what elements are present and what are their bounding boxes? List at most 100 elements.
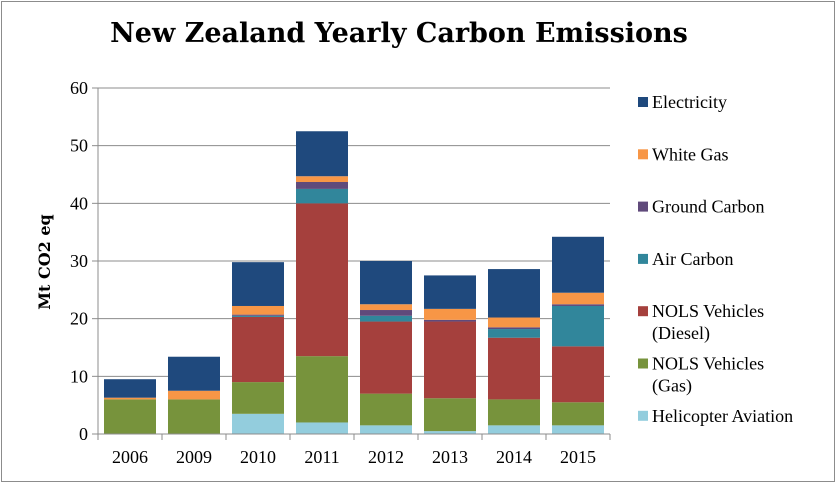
bar-segment [296,131,348,177]
bar-stack-2014 [488,269,540,434]
legend-item: Helicopter Aviation [638,406,793,426]
bar-segment [552,305,604,347]
bar-stack-2010 [232,262,284,434]
bar-segment [552,292,604,305]
bar-segment [424,319,476,322]
legend-label: (Gas) [652,376,692,397]
bar-segment [488,399,540,426]
bar-segment [296,188,348,204]
x-tick-label: 2012 [368,447,404,467]
legend-item: NOLS Vehicles(Gas) [638,354,764,397]
bar-segment [296,181,348,189]
x-tick-label: 2009 [176,447,212,467]
bar-segment [552,236,604,293]
bar-segment [168,390,220,400]
y-tick-label: 30 [70,251,88,271]
bar-segment [232,305,284,315]
bar-segment [424,308,476,320]
bar-segment [232,413,284,434]
bar-segment [232,382,284,414]
legend-label: Helicopter Aviation [652,406,793,426]
x-tick-label: 2013 [432,447,468,467]
bar-segment [488,327,540,330]
bar-segment [424,431,476,434]
bar-segment [360,315,412,322]
legend-swatch [638,306,648,317]
bar-stack-2012 [360,261,412,434]
y-axis-label: Mt CO2 eq [35,214,54,309]
bar-segment [424,275,476,309]
x-tick-label: 2010 [240,447,276,467]
bar-segment [104,379,156,398]
y-tick-label: 40 [70,193,88,213]
bar-segment [360,425,412,434]
bar-segment [488,329,540,338]
legend-label: NOLS Vehicles [652,354,764,374]
bar-stacks [104,131,604,434]
bar-segment [552,304,604,306]
bar-segment [104,397,156,400]
legend-label: Electricity [652,92,727,112]
bar-segment [232,262,284,306]
bar-segment [104,399,156,434]
bar-segment [552,402,604,426]
legend-item: Electricity [638,92,727,112]
legend-swatch [638,358,648,369]
bar-stack-2006 [104,379,156,434]
legend-label: Ground Carbon [652,197,764,217]
bar-segment [488,317,540,328]
bar-segment [552,346,604,403]
x-tick-label: 2014 [496,447,532,467]
bar-stack-2015 [552,236,604,434]
y-tick-label: 10 [70,366,88,386]
bar-segment [552,425,604,434]
bar-segment [232,314,284,316]
legend-item: Ground Carbon [638,197,764,217]
bar-segment [360,261,412,305]
legend-swatch [638,410,648,421]
legend-item: NOLS Vehicles(Diesel) [638,301,764,344]
legend-item: White Gas [638,144,728,164]
bar-segment [168,399,220,434]
bar-segment [296,176,348,182]
legend-swatch [638,97,648,107]
legend-swatch [638,149,648,160]
bar-segment [168,356,220,391]
bar-stack-2009 [168,356,220,434]
bar-stack-2013 [424,275,476,434]
bar-segment [488,425,540,434]
legend-label: White Gas [652,144,728,164]
y-tick-label: 0 [79,424,88,444]
bar-segment [424,321,476,399]
bar-segment [488,337,540,400]
chart-title: New Zealand Yearly Carbon Emissions [110,18,688,49]
legend-swatch [638,253,648,264]
y-tick-label: 50 [70,136,88,156]
bar-segment [232,316,284,383]
legend-label: NOLS Vehicles [652,301,764,321]
x-tick-label: 2006 [112,447,148,467]
legend-label: (Diesel) [652,323,710,344]
bar-segment [360,304,412,311]
y-axis-ticks: 0 10 20 30 40 50 60 [70,78,98,444]
bar-segment [360,393,412,426]
legend-label: Air Carbon [652,249,733,269]
bar-segment [296,203,348,357]
bar-segment [232,315,284,317]
bar-segment [296,422,348,434]
x-tick-label: 2015 [560,447,596,467]
bar-segment [296,356,348,423]
legend-swatch [638,201,648,212]
bar-segment [360,310,412,316]
bar-stack-2011 [296,131,348,434]
x-tick-label: 2011 [304,447,339,467]
x-axis-ticks: 2006 2009 2010 2011 2012 2013 2014 2015 [97,434,611,467]
y-tick-label: 20 [70,309,88,329]
bar-segment [360,321,412,394]
y-tick-label: 60 [70,78,88,98]
bar-segment [424,398,476,432]
legend-item: Air Carbon [638,249,733,269]
bar-segment [488,269,540,318]
